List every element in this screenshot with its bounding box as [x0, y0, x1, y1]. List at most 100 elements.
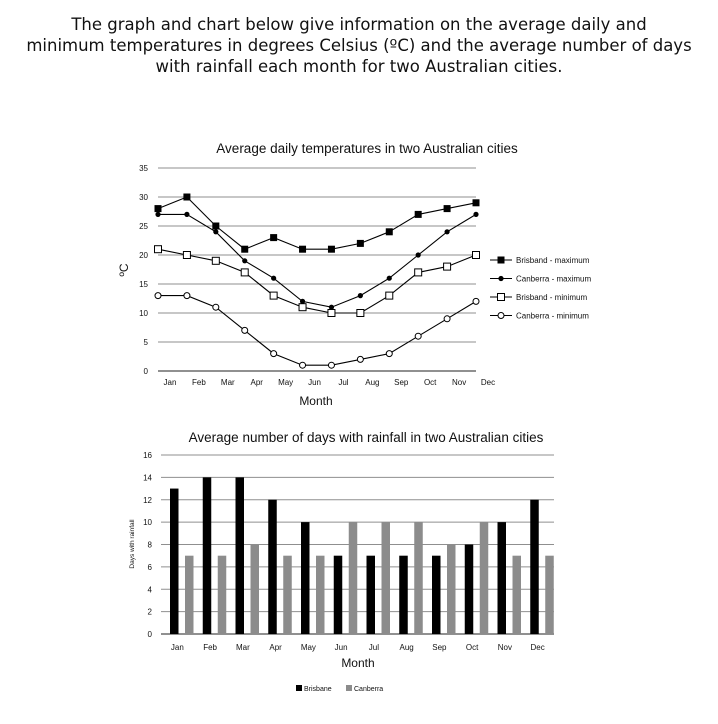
line-series-2-point	[473, 211, 479, 217]
bar-series-1-bar	[333, 555, 343, 634]
bar-series-1-bar	[268, 499, 277, 634]
line-legend-swatch-marker	[498, 275, 504, 282]
line-series-4-point	[154, 292, 162, 300]
line-chart-y-tick-label: 35	[139, 164, 148, 173]
bar-chart-x-tick-label: Jul	[369, 643, 379, 652]
bar-chart-y-tick-label: 16	[143, 451, 152, 460]
line-series-2-point	[415, 252, 421, 258]
bar-chart-y-tick-label: 4	[148, 585, 153, 594]
line-series-2-line	[158, 213, 477, 308]
line-legend-label: Canberra - minimum	[516, 312, 589, 321]
bar-series-2-bar	[512, 555, 521, 634]
bar-series-2-bar	[447, 544, 456, 634]
line-chart-x-tick-label: Jul	[338, 378, 348, 387]
bar-chart-x-tick-label: Dec	[531, 643, 545, 652]
bar-series-2-bar	[414, 522, 423, 634]
bar-series-2-bar	[479, 522, 489, 634]
bar-chart-x-tick-label: Jan	[171, 643, 184, 652]
heading-line-2: minimum temperatures in degrees Celsius …	[26, 36, 692, 55]
bar-legend-swatch	[346, 685, 352, 691]
line-chart-y-tick-label: 25	[139, 222, 148, 231]
bar-series-1-bar	[464, 544, 474, 634]
bar-chart-x-tick-label: Sep	[432, 643, 447, 652]
bar-chart-y-tick-label: 2	[148, 608, 153, 617]
line-series-4-point	[327, 361, 335, 369]
line-series-4-point	[270, 350, 278, 358]
line-series-1-line	[157, 196, 477, 250]
line-chart-x-tick-label: Mar	[221, 378, 235, 387]
line-series-2-point	[213, 229, 219, 235]
line-legend-label: Brisband - maximum	[516, 256, 590, 265]
bar-series-1-bar	[170, 488, 179, 634]
line-chart-x-tick-label: Dec	[481, 378, 495, 387]
line-chart-title: Average daily temperatures in two Austra…	[216, 141, 518, 156]
bar-legend-label: Brisbane	[304, 686, 332, 693]
line-series-1-point	[385, 228, 393, 236]
line-series-1-point	[443, 205, 451, 213]
line-chart-x-axis-title: Month	[299, 394, 332, 408]
line-series-1-point	[270, 234, 278, 242]
line-series-2-point	[155, 211, 161, 217]
line-series-1-point	[327, 245, 335, 253]
line-series-4-point	[414, 332, 422, 340]
line-series-2-point	[299, 298, 306, 304]
line-series-3-point	[414, 268, 423, 277]
bar-chart-x-axis-title: Month	[341, 656, 374, 670]
bar-series-1-bar	[399, 555, 408, 634]
bar-series-1-bar	[301, 522, 310, 634]
line-series-3-point	[298, 303, 307, 312]
line-chart-x-tick-label: Feb	[192, 378, 206, 387]
bar-chart-y-axis-title: Days with rainfall	[129, 519, 136, 569]
line-legend-swatch-marker	[497, 312, 505, 319]
bar-chart-x-tick-label: May	[301, 643, 316, 652]
line-chart-x-tick-label: Aug	[365, 378, 379, 387]
bar-series-2-bar	[283, 555, 292, 634]
line-series-3-point	[472, 251, 480, 259]
line-series-3-point	[154, 245, 162, 254]
line-series-1-point	[183, 193, 191, 201]
line-series-4-point	[385, 350, 393, 358]
bar-chart-x-tick-label: Feb	[203, 643, 217, 652]
line-legend-label: Canberra - maximum	[516, 275, 591, 284]
line-series-4-point	[443, 315, 451, 323]
line-chart-x-tick-label: Jun	[308, 378, 321, 387]
line-chart-y-tick-label: 10	[139, 309, 148, 318]
line-series-1-point	[356, 239, 364, 247]
line-legend-swatch-marker	[497, 293, 505, 301]
bar-series-1-bar	[497, 522, 506, 634]
line-series-3-point	[269, 291, 278, 300]
line-chart-x-tick-label: Jan	[164, 378, 177, 387]
line-chart-y-tick-label: 0	[144, 367, 149, 376]
line-series-3-line	[157, 248, 477, 314]
bar-chart-x-tick-label: Jun	[335, 643, 348, 652]
bar-series-1-bar	[202, 477, 212, 634]
line-series-2-point	[184, 211, 190, 217]
line-series-3-point	[240, 268, 249, 277]
line-legend-swatch-marker	[497, 256, 505, 264]
line-chart-x-tick-label: May	[278, 378, 293, 387]
line-series-2-point	[386, 275, 392, 281]
line-chart-x-tick-label: Apr	[251, 378, 264, 387]
line-series-3-point	[443, 262, 452, 271]
line-series-3-point	[327, 309, 336, 317]
line-chart-x-tick-label: Oct	[424, 378, 437, 387]
page-heading: The graph and chart below give informati…	[0, 14, 718, 77]
line-series-3-point	[356, 309, 365, 317]
bar-chart-y-tick-label: 14	[143, 473, 152, 482]
bar-series-1-bar	[530, 499, 539, 634]
heading-line-3: with rainfall each month for two Austral…	[155, 57, 563, 76]
line-chart-x-tick-label: Nov	[452, 378, 466, 387]
bar-series-2-bar	[381, 522, 390, 634]
bar-series-1-bar	[432, 555, 441, 634]
bar-series-1-bar	[235, 477, 244, 634]
line-series-4-point	[183, 292, 191, 300]
line-series-2-point	[357, 293, 363, 299]
bar-series-2-bar	[545, 555, 554, 634]
bar-chart-y-tick-label: 6	[148, 563, 153, 572]
line-series-4-point	[241, 326, 249, 334]
bar-series-2-bar	[316, 555, 325, 634]
line-series-1-point	[154, 205, 162, 213]
bar-series-2-bar	[217, 555, 227, 634]
bar-chart-y-tick-label: 8	[148, 541, 153, 550]
bar-chart-title: Average number of days with rainfall in …	[189, 430, 544, 445]
